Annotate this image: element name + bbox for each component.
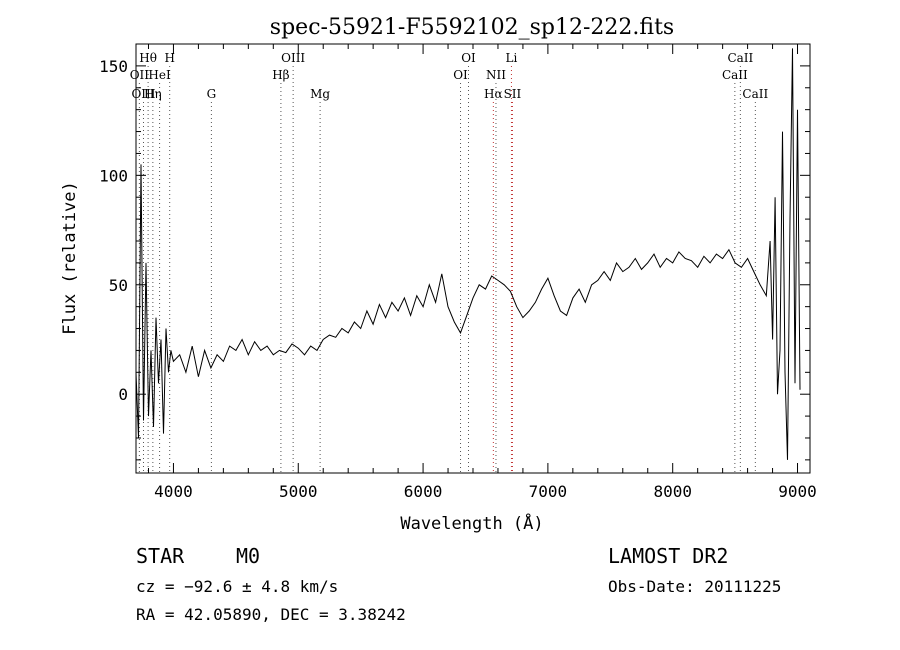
line-label-8: Hβ — [272, 68, 289, 82]
line-markers — [138, 66, 756, 473]
line-label-2: OIII — [281, 51, 305, 65]
radec-line: RA = 42.05890, DEC = 3.38242 — [136, 605, 406, 624]
line-label-3: OI — [461, 51, 476, 65]
x-tick-label-2: 6000 — [404, 482, 443, 501]
line-label-10: NII — [486, 68, 506, 82]
subclass-label: M0 — [236, 544, 260, 568]
line-label-0: Hθ — [139, 51, 157, 65]
line-label-17: SII — [504, 87, 522, 101]
line-label-18: CaII — [742, 87, 768, 101]
cz-line: cz = −92.6 ± 4.8 km/s — [136, 577, 338, 596]
line-label-6: OII — [130, 68, 150, 82]
line-label-1: H — [164, 51, 174, 65]
line-label-5: CaII — [727, 51, 753, 65]
y-tick-label-1: 50 — [109, 276, 128, 295]
y-tick-label-0: 0 — [118, 385, 128, 404]
line-label-13: Hη — [144, 87, 162, 101]
x-tick-label-1: 5000 — [279, 482, 318, 501]
spectrum-line-0 — [135, 48, 801, 460]
line-label-12: OIII — [131, 87, 155, 101]
line-label-9: OI — [453, 68, 468, 82]
axis-ticks: 4000 5000 6000 7000 8000 9000 0 50 100 150 — [99, 43, 817, 501]
line-label-4: Li — [506, 51, 518, 65]
obs-date: Obs-Date: 20111225 — [608, 577, 781, 596]
class-label: STAR — [136, 544, 185, 568]
line-label-11: CaII — [722, 68, 748, 82]
line-label-15: Mg — [310, 87, 330, 101]
survey-label: LAMOST DR2 — [608, 544, 728, 568]
x-tick-label-3: 7000 — [529, 482, 568, 501]
y-tick-label-2: 100 — [99, 166, 128, 185]
series-group — [135, 48, 801, 460]
plot-frame — [135, 43, 811, 474]
x-axis-label: Wavelength (Å) — [400, 512, 543, 534]
x-tick-label-5: 9000 — [778, 482, 817, 501]
line-label-14: G — [207, 87, 217, 101]
line-label-7: HeI — [148, 68, 171, 82]
line-label-16: Hα — [484, 87, 503, 101]
y-axis-label: Flux (relative) — [60, 181, 80, 335]
x-tick-label-0: 4000 — [154, 482, 193, 501]
y-tick-label-3: 150 — [99, 57, 128, 76]
chart-title: spec-55921-F5592102_sp12-222.fits — [270, 15, 674, 40]
x-tick-label-4: 8000 — [653, 482, 692, 501]
